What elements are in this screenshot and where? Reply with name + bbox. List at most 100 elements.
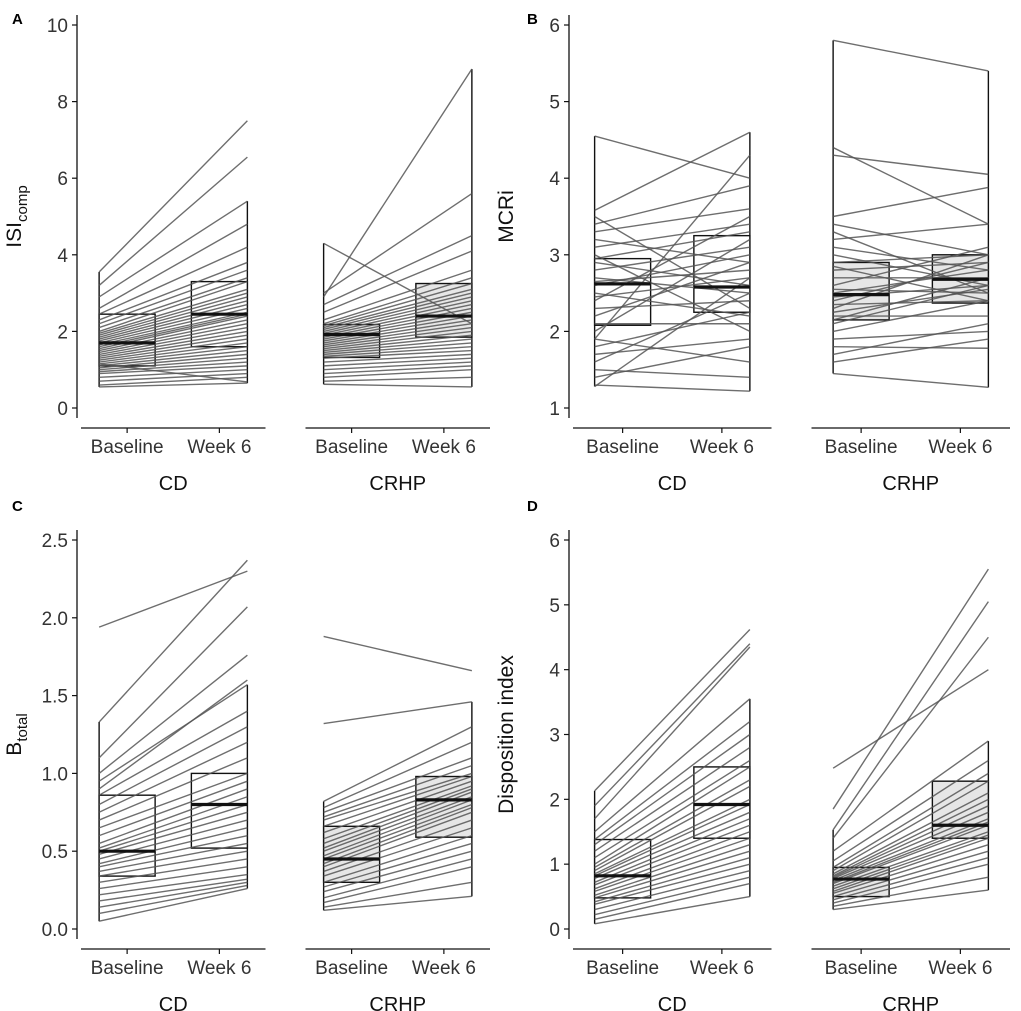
paired-line xyxy=(323,895,472,912)
paired-line xyxy=(594,208,750,233)
paired-line xyxy=(98,842,248,873)
paired-line xyxy=(594,766,751,865)
paired-line xyxy=(832,669,989,769)
x-tick-label: Baseline xyxy=(91,958,164,979)
paired-line xyxy=(832,601,989,831)
y-tick-label: 2.0 xyxy=(42,609,68,630)
panel-tag: C xyxy=(12,498,23,515)
paired-line xyxy=(832,223,989,256)
paired-line xyxy=(594,231,750,260)
y-tick-label: 6 xyxy=(57,169,68,190)
paired-line xyxy=(594,746,751,852)
paired-line xyxy=(594,238,751,333)
panel-c: C 0.0 0.5 1.0 1.5 2.0 2.5 Btotal CD Baseline Week … xyxy=(3,498,490,1011)
paired-line xyxy=(98,684,248,782)
paired-line xyxy=(833,372,989,389)
paired-line xyxy=(99,334,248,359)
paired-line xyxy=(323,353,472,363)
y-tick-label: 3 xyxy=(549,246,560,267)
paired-line xyxy=(323,282,473,327)
paired-line xyxy=(323,349,472,359)
paired-line xyxy=(98,803,248,852)
y-axis-title-main: ISI xyxy=(3,222,26,248)
paired-line xyxy=(594,338,750,356)
paired-line xyxy=(594,643,751,807)
y-tick-label: 0.0 xyxy=(42,920,68,941)
paired-line xyxy=(323,858,473,899)
paired-line xyxy=(99,330,248,357)
paired-line xyxy=(98,887,248,922)
paired-line xyxy=(323,834,473,883)
paired-line xyxy=(832,254,989,310)
paired-line xyxy=(594,698,751,833)
paired-line xyxy=(98,827,248,865)
paired-line xyxy=(594,720,751,841)
x-tick-label: Baseline xyxy=(315,437,388,458)
group-label: CD xyxy=(159,473,188,495)
paired-line xyxy=(594,311,751,348)
paired-line xyxy=(323,383,472,388)
paired-line xyxy=(323,866,473,904)
paired-line xyxy=(99,353,248,369)
paired-line xyxy=(832,824,989,885)
paired-line xyxy=(832,740,989,852)
y-tick-label: 2.5 xyxy=(42,531,68,552)
y-axis-title: Disposition index xyxy=(495,655,518,814)
y-axis-title: MCRi xyxy=(495,190,518,243)
paired-line xyxy=(832,863,989,904)
paired-line xyxy=(99,850,248,877)
x-tick-label: Week 6 xyxy=(690,437,754,458)
paired-line xyxy=(833,346,989,349)
paired-line xyxy=(99,858,248,884)
paired-line xyxy=(99,881,248,908)
paired-line xyxy=(832,323,989,356)
paired-line xyxy=(594,254,751,287)
paired-line xyxy=(323,635,473,672)
paired-line xyxy=(594,844,751,896)
y-tick-label: 4 xyxy=(57,246,68,267)
x-tick-label: Week 6 xyxy=(412,958,476,979)
paired-line xyxy=(323,319,472,344)
y-axis-title-subscript: total xyxy=(14,713,31,741)
paired-line xyxy=(99,361,248,373)
y-tick-label: 0 xyxy=(57,399,68,420)
x-tick-label: Baseline xyxy=(315,958,388,979)
paired-line xyxy=(323,701,472,725)
x-tick-label: Week 6 xyxy=(412,437,476,458)
paired-line xyxy=(594,646,751,820)
paired-line xyxy=(833,223,989,241)
paired-line xyxy=(323,250,473,313)
paired-line xyxy=(832,844,989,895)
y-axis-title: Btotal xyxy=(3,713,31,755)
paired-line xyxy=(323,315,472,342)
paired-line xyxy=(832,231,989,294)
group-label: CRHP xyxy=(882,473,939,495)
paired-line xyxy=(594,811,751,880)
paired-line xyxy=(323,850,473,893)
paired-line xyxy=(98,120,248,273)
paired-line xyxy=(323,806,473,865)
paired-line xyxy=(323,741,473,809)
y-tick-label: 10 xyxy=(47,16,68,37)
paired-line xyxy=(594,882,751,920)
paired-line xyxy=(98,261,248,321)
paired-line xyxy=(98,570,248,628)
paired-line xyxy=(832,805,989,878)
paired-line xyxy=(98,772,248,829)
paired-line xyxy=(594,185,751,225)
group-label: CD xyxy=(159,994,188,1011)
paired-line xyxy=(323,326,472,348)
paired-line xyxy=(833,254,989,264)
paired-line xyxy=(323,277,473,325)
y-tick-label: 3 xyxy=(549,726,560,747)
paired-line xyxy=(98,269,248,325)
paired-line xyxy=(99,866,248,890)
paired-line xyxy=(594,135,751,179)
paired-line xyxy=(323,338,472,354)
y-tick-label: 6 xyxy=(549,16,560,37)
paired-line xyxy=(832,857,989,901)
paired-line xyxy=(833,889,989,911)
paired-line xyxy=(98,606,248,759)
paired-line xyxy=(323,235,473,306)
y-tick-label: 5 xyxy=(549,93,560,114)
